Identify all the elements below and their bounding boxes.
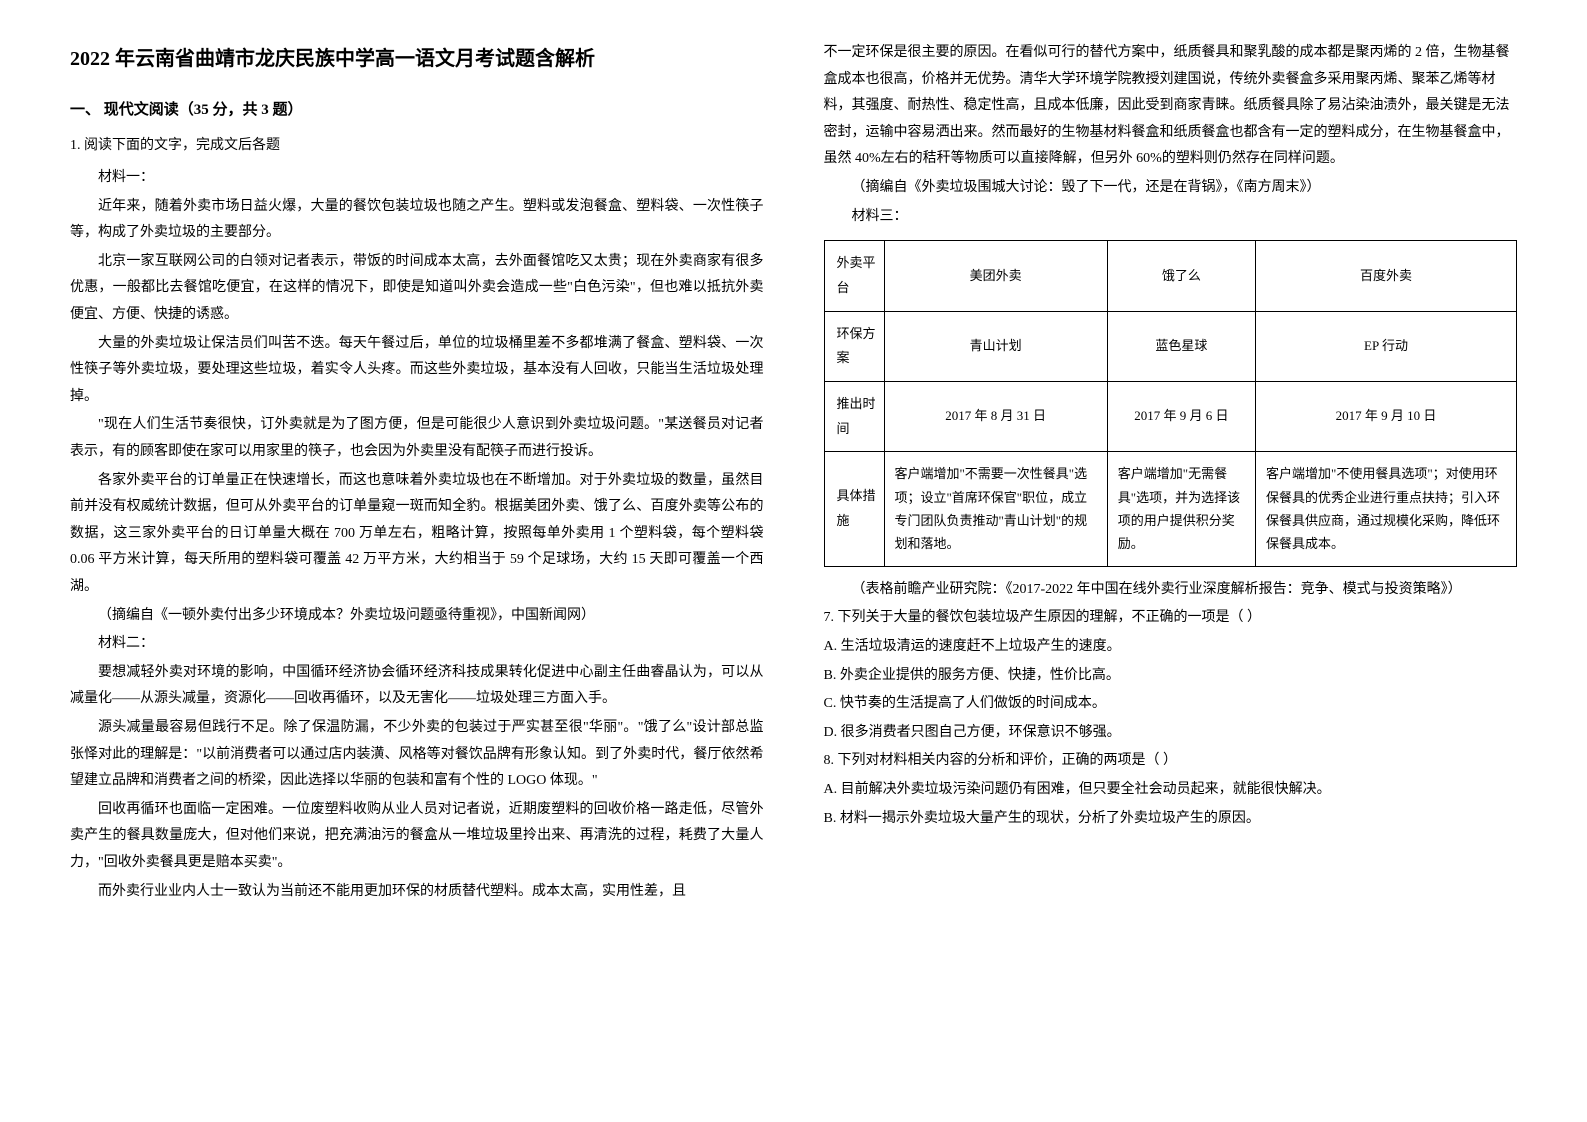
table-cell: 2017 年 8 月 31 日 xyxy=(884,381,1107,451)
m3-source: （表格前瞻产业研究院：《2017-2022 年中国在线外卖行业深度解析报告：竞争… xyxy=(824,577,1518,604)
table-cell: 客户端增加"不需要一次性餐具"选项；设立"首席环保官"职位，成立专门团队负责推动… xyxy=(884,452,1107,567)
material2-label: 材料二： xyxy=(70,631,764,658)
table-cell: 客户端增加"不使用餐具选项"；对使用环保餐具的优秀企业进行重点扶持；引入环保餐具… xyxy=(1256,452,1517,567)
table-cell: 青山计划 xyxy=(884,311,1107,381)
table-cell: EP 行动 xyxy=(1256,311,1517,381)
exam-title: 2022 年云南省曲靖市龙庆民族中学高一语文月考试题含解析 xyxy=(70,40,764,78)
q8: 8. 下列对材料相关内容的分析和评价，正确的两项是（ ） xyxy=(824,748,1518,775)
q1-heading: 1. 阅读下面的文字，完成文后各题 xyxy=(70,133,764,160)
table-label-cell: 环保方案 xyxy=(824,311,884,381)
table-cell: 美团外卖 xyxy=(884,241,1107,311)
m2-p2: 源头减量最容易但践行不足。除了保温防漏，不少外卖的包装过于严实甚至很"华丽"。"… xyxy=(70,715,764,795)
table-cell: 百度外卖 xyxy=(1256,241,1517,311)
right-column: 不一定环保是很主要的原因。在看似可行的替代方案中，纸质餐具和聚乳酸的成本都是聚丙… xyxy=(794,40,1538,1082)
table-label-cell: 推出时间 xyxy=(824,381,884,451)
m1-p3: 大量的外卖垃圾让保洁员们叫苦不迭。每天午餐过后，单位的垃圾桶里差不多都堆满了餐盒… xyxy=(70,331,764,411)
m1-p1: 近年来，随着外卖市场日益火爆，大量的餐饮包装垃圾也随之产生。塑料或发泡餐盒、塑料… xyxy=(70,194,764,247)
table-cell: 2017 年 9 月 6 日 xyxy=(1107,381,1255,451)
left-column: 2022 年云南省曲靖市龙庆民族中学高一语文月考试题含解析 一、 现代文阅读（3… xyxy=(50,40,794,1082)
m2-p5: 不一定环保是很主要的原因。在看似可行的替代方案中，纸质餐具和聚乳酸的成本都是聚丙… xyxy=(824,40,1518,173)
table-cell: 饿了么 xyxy=(1107,241,1255,311)
m2-source: （摘编自《外卖垃圾围城大讨论：毁了下一代，还是在背锅》，《南方周末》） xyxy=(824,175,1518,202)
m1-source: （摘编自《一顿外卖付出多少环境成本？外卖垃圾问题亟待重视》，中国新闻网） xyxy=(70,603,764,630)
platforms-table: 外卖平台 美团外卖 饿了么 百度外卖 环保方案 青山计划 蓝色星球 EP 行动 … xyxy=(824,240,1518,567)
table-row: 外卖平台 美团外卖 饿了么 百度外卖 xyxy=(824,241,1517,311)
q7-option-d: D. 很多消费者只图自己方便，环保意识不够强。 xyxy=(824,720,1518,747)
q7-option-a: A. 生活垃圾清运的速度赶不上垃圾产生的速度。 xyxy=(824,634,1518,661)
table-label-cell: 外卖平台 xyxy=(824,241,884,311)
q7-option-c: C. 快节奏的生活提高了人们做饭的时间成本。 xyxy=(824,691,1518,718)
table-row: 具体措施 客户端增加"不需要一次性餐具"选项；设立"首席环保官"职位，成立专门团… xyxy=(824,452,1517,567)
table-label-cell: 具体措施 xyxy=(824,452,884,567)
q7: 7. 下列关于大量的餐饮包装垃圾产生原因的理解，不正确的一项是（ ） xyxy=(824,605,1518,632)
m2-p1: 要想减轻外卖对环境的影响，中国循环经济协会循环经济科技成果转化促进中心副主任曲睿… xyxy=(70,660,764,713)
table-cell: 蓝色星球 xyxy=(1107,311,1255,381)
table-cell: 客户端增加"无需餐具"选项，并为选择该项的用户提供积分奖励。 xyxy=(1107,452,1255,567)
m1-p5: 各家外卖平台的订单量正在快速增长，而这也意味着外卖垃圾也在不断增加。对于外卖垃圾… xyxy=(70,468,764,601)
m1-p4: "现在人们生活节奏很快，订外卖就是为了图方便，但是可能很少人意识到外卖垃圾问题。… xyxy=(70,412,764,465)
q8-option-a: A. 目前解决外卖垃圾污染问题仍有困难，但只要全社会动员起来，就能很快解决。 xyxy=(824,777,1518,804)
m1-p2: 北京一家互联网公司的白领对记者表示，带饭的时间成本太高，去外面餐馆吃又太贵；现在… xyxy=(70,249,764,329)
material1-label: 材料一： xyxy=(70,165,764,192)
m2-p3: 回收再循环也面临一定困难。一位废塑料收购从业人员对记者说，近期废塑料的回收价格一… xyxy=(70,797,764,877)
table-row: 推出时间 2017 年 8 月 31 日 2017 年 9 月 6 日 2017… xyxy=(824,381,1517,451)
section-heading: 一、 现代文阅读（35 分，共 3 题） xyxy=(70,96,764,125)
q7-option-b: B. 外卖企业提供的服务方便、快捷，性价比高。 xyxy=(824,663,1518,690)
m2-p4: 而外卖行业业内人士一致认为当前还不能用更加环保的材质替代塑料。成本太高，实用性差… xyxy=(70,879,764,906)
table-row: 环保方案 青山计划 蓝色星球 EP 行动 xyxy=(824,311,1517,381)
q8-option-b: B. 材料一揭示外卖垃圾大量产生的现状，分析了外卖垃圾产生的原因。 xyxy=(824,806,1518,833)
table-cell: 2017 年 9 月 10 日 xyxy=(1256,381,1517,451)
material3-label: 材料三： xyxy=(824,204,1518,231)
